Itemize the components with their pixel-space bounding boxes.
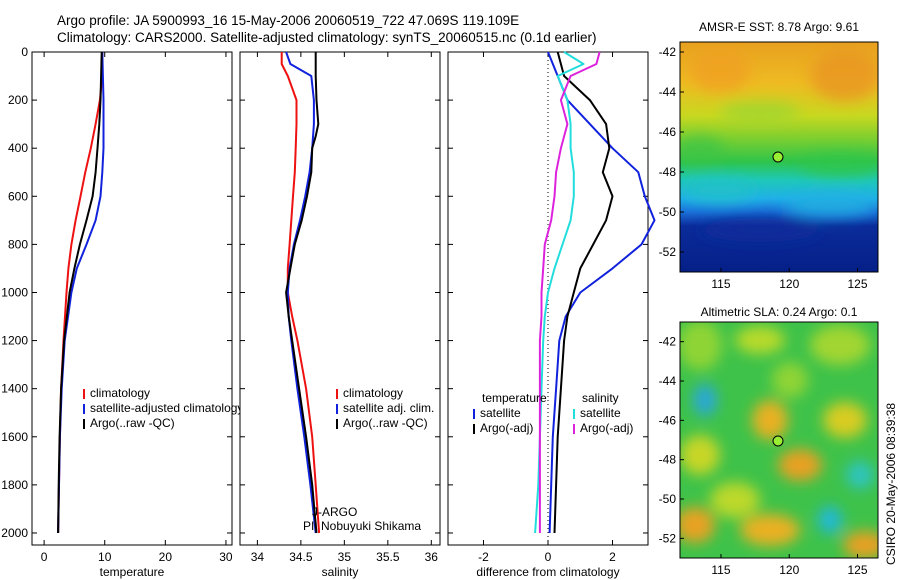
y-tick-label: 800 xyxy=(8,237,28,251)
legend-label: satellite xyxy=(580,406,621,420)
series-line-2 xyxy=(285,51,317,534)
series-line-2 xyxy=(553,51,614,534)
map-y-tick-label: -52 xyxy=(659,531,677,545)
panel-frame xyxy=(31,51,233,546)
x-tick-label: 35 xyxy=(338,550,352,564)
x-tick-label: -2 xyxy=(478,550,489,564)
figure-title-line-2: Climatology: CARS2000. Satellite-adjuste… xyxy=(57,30,597,45)
x-tick-label: 36 xyxy=(425,550,439,564)
map-y-tick-label: -44 xyxy=(659,85,677,99)
program-label: J-ARGO xyxy=(312,505,357,519)
map-y-tick-label: -50 xyxy=(659,205,677,219)
sst-map-panel: AMSR-E SST: 8.78 Argo: 9.61 115 120 125 -42… xyxy=(659,20,879,291)
profile-panel-2: 34 34.5 35 35.5 36 salinity climatologysatelli… xyxy=(239,51,441,579)
y-tick-label: 1600 xyxy=(1,430,28,444)
map-y-tick-label: -48 xyxy=(659,165,677,179)
y-tick-label: 1800 xyxy=(1,478,28,492)
pi-label: PI: Nobuyuki Shikama xyxy=(303,519,421,533)
y-tick-label: 400 xyxy=(8,141,28,155)
x-axis-label: temperature xyxy=(100,565,165,579)
y-tick-label: 1200 xyxy=(1,334,28,348)
x-axis-label: difference from climatology xyxy=(476,565,619,579)
legend-label: climatology xyxy=(90,386,150,400)
legend-label: Argo(..raw -QC) xyxy=(90,416,175,430)
x-tick-label: 0 xyxy=(545,550,552,564)
sla-map-panel: Altimetric SLA: 0.24 Argo: 0.1 115 120 125… xyxy=(659,305,879,577)
x-axis-label: salinity xyxy=(322,565,359,579)
map-y-tick-label: -42 xyxy=(659,335,677,349)
sst-map-title: AMSR-E SST: 8.78 Argo: 9.61 xyxy=(699,20,859,34)
map-x-tick-label: 120 xyxy=(779,563,799,577)
legend-heading: temperature xyxy=(482,391,547,405)
argo-location-marker xyxy=(772,151,784,163)
legend-label: Argo(-adj) xyxy=(580,421,633,435)
y-tick-label: 0 xyxy=(21,45,28,59)
x-tick-label: 0 xyxy=(41,550,48,564)
series-line-3 xyxy=(285,52,320,534)
map-x-tick-label: 120 xyxy=(779,277,799,291)
legend-label: satellite xyxy=(480,406,521,420)
map-x-tick-label: 125 xyxy=(848,563,868,577)
legend-heading: salinity xyxy=(582,391,619,405)
series-line-3 xyxy=(534,51,585,534)
y-tick-label: 600 xyxy=(8,189,28,203)
map-y-tick-label: -46 xyxy=(659,125,677,139)
legend-label: Argo(-adj) xyxy=(480,421,533,435)
timestamp-label: CSIRO 20-May-2006 08:39:38 xyxy=(884,403,898,565)
x-tick-label: 30 xyxy=(219,550,233,564)
x-tick-label: 35.5 xyxy=(376,550,400,564)
legend-label: climatology xyxy=(343,386,403,400)
map-x-tick-label: 115 xyxy=(711,563,730,577)
map-x-tick-label: 125 xyxy=(848,277,868,291)
x-tick-label: 2 xyxy=(609,550,616,564)
x-tick-label: 34 xyxy=(251,550,265,564)
sla-map-title: Altimetric SLA: 0.24 Argo: 0.1 xyxy=(701,305,858,319)
map-y-tick-label: -46 xyxy=(659,413,677,427)
y-tick-label: 2000 xyxy=(1,526,28,540)
map-y-tick-label: -42 xyxy=(659,45,677,59)
x-tick-label: 34.5 xyxy=(289,550,313,564)
map-y-tick-label: -52 xyxy=(659,245,677,259)
legend-label: satellite-adjusted climatology xyxy=(90,401,243,415)
y-tick-label: 200 xyxy=(8,93,28,107)
series-line-4 xyxy=(538,51,601,533)
map-y-tick-label: -48 xyxy=(659,453,677,467)
legend-label: Argo(..raw -QC) xyxy=(343,416,428,430)
map-y-tick-label: -50 xyxy=(659,492,677,506)
map-x-tick-label: 115 xyxy=(711,277,730,291)
series-line-1 xyxy=(280,52,321,534)
series-line-3 xyxy=(57,51,103,534)
legend-label: satellite adj. clim. xyxy=(343,401,434,415)
argo-location-marker xyxy=(772,435,784,447)
map-y-tick-label: -44 xyxy=(659,374,677,388)
x-tick-label: 10 xyxy=(98,550,112,564)
figure-title-line-1: Argo profile: JA 5900993_16 15-May-2006 … xyxy=(57,13,520,28)
series-line-1 xyxy=(547,51,656,534)
y-tick-label: 1400 xyxy=(1,382,28,396)
profile-panel-1: 0 10 20 30 0 200 400 600 800 1000 1200 1400 1600 1800… xyxy=(1,45,243,579)
y-tick-label: 1000 xyxy=(1,285,28,299)
x-tick-label: 20 xyxy=(159,550,173,564)
panel-frame xyxy=(239,51,441,546)
